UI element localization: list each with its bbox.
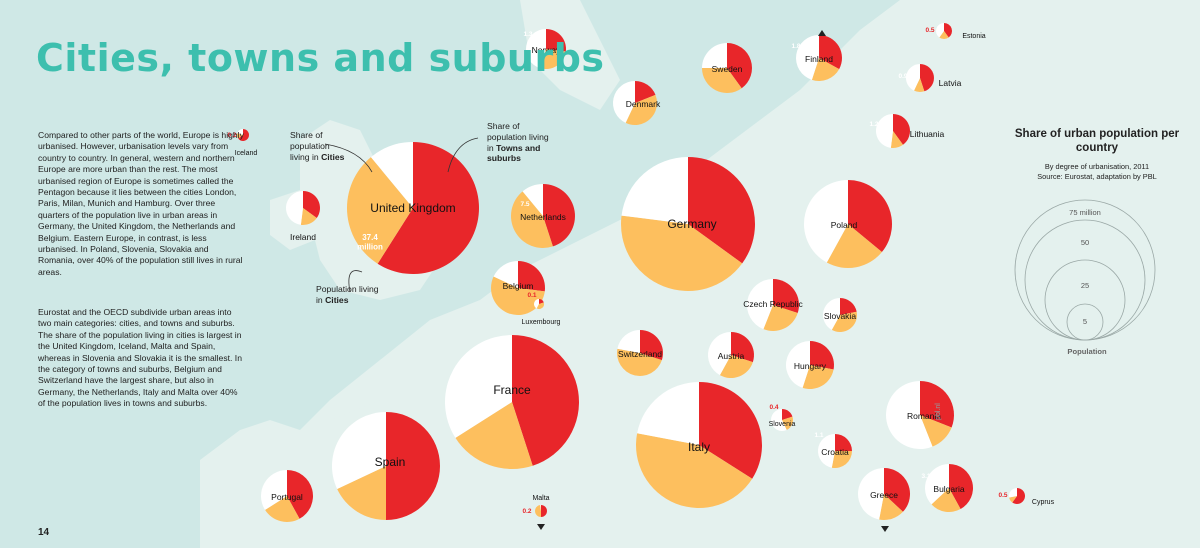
- value-label: 2.5: [718, 342, 727, 349]
- pie-united-kingdom: United Kingdom 37.4 million: [347, 142, 479, 274]
- annotation-population-cities: Population living in Cities: [316, 284, 382, 306]
- country-label: Belgium: [503, 281, 534, 291]
- value-label: 2.8: [795, 353, 804, 360]
- value-label: 0.9: [898, 73, 907, 80]
- value-label: 4.5: [273, 481, 282, 488]
- value-label: 1.1: [814, 432, 823, 439]
- pie-finland: Finland 1.8: [791, 35, 842, 81]
- pie-portugal: Portugal 4.5: [261, 470, 313, 522]
- value-label: 0.5: [925, 27, 934, 34]
- annotation-population-cities-bold: Cities: [325, 295, 348, 305]
- value-label: 0.1: [527, 292, 536, 299]
- country-label: Malta: [532, 495, 549, 502]
- country-label: Germany: [667, 217, 716, 231]
- annotation-cities-share-bold: Cities: [321, 152, 344, 162]
- pie-ireland: Ireland 1.6: [286, 191, 320, 242]
- country-label: Portugal: [271, 492, 303, 502]
- value-label: 1.2: [869, 121, 878, 128]
- annotation-towns-share-bold: Towns and suburbs: [487, 143, 540, 164]
- pie-switzerland: Switzerland 2.3: [617, 330, 663, 376]
- country-label: Poland: [831, 220, 858, 230]
- country-label: Hungary: [794, 361, 827, 371]
- country-label: Ireland: [290, 232, 316, 242]
- pie-poland: Poland13.6 million: [804, 180, 892, 268]
- country-label: Czech Republic: [743, 299, 803, 309]
- country-label: Finland: [805, 54, 833, 64]
- pie-romania: Romania 6.6: [886, 381, 954, 449]
- value-label: 1.2: [829, 303, 838, 310]
- legend-source: Source: Eurostat, adaptation by PBL: [1002, 172, 1192, 182]
- country-label: Lithuania: [910, 129, 945, 139]
- pie-germany: Germany28 million: [621, 157, 755, 291]
- page-number: 14: [38, 527, 49, 538]
- country-label: Slovakia: [824, 311, 856, 321]
- pie-netherlands: Netherlands 7.5: [511, 184, 575, 248]
- legend-subtitle: By degree of urbanisation, 2011 Source: …: [1002, 162, 1192, 182]
- country-label: Cyprus: [1032, 499, 1055, 506]
- legend-population-label: Population: [1052, 347, 1122, 356]
- value-label: 3.8: [707, 57, 716, 64]
- country-label: Switzerland: [618, 349, 662, 359]
- value-label: 1.0: [619, 87, 628, 94]
- value-label: 0.2: [522, 508, 531, 515]
- country-label: Sweden: [712, 64, 743, 74]
- country-label: United Kingdom: [370, 201, 455, 215]
- pie-italy: Italy20.2 million: [636, 382, 762, 508]
- intro-paragraph: Compared to other parts of the world, Eu…: [38, 130, 246, 278]
- pie-austria: Austria 2.5: [708, 332, 754, 378]
- country-label: Greece: [870, 490, 898, 500]
- legend-value-75: 75 million: [1069, 208, 1101, 217]
- country-label: Croatia: [821, 447, 849, 457]
- page-title: Cities, towns and suburbs: [36, 36, 605, 80]
- annotation-cities-share: Share of population living in Cities: [290, 130, 350, 162]
- pie-hungary: Hungary2.8: [786, 341, 834, 389]
- value-label: 3.2: [757, 291, 766, 298]
- country-label: France: [493, 383, 531, 397]
- legend-subtitle-line1: By degree of urbanisation, 2011: [1002, 162, 1192, 172]
- value-label: 3.1: [921, 473, 930, 480]
- country-label: Bulgaria: [933, 484, 964, 494]
- country-label: Denmark: [626, 99, 661, 109]
- legend-value-50: 50: [1081, 238, 1089, 247]
- legend-title: Share of urban population per country: [1012, 127, 1182, 155]
- country-label: Netherlands: [520, 212, 566, 222]
- value-label: 1.8: [791, 43, 800, 50]
- country-label: Slovenia: [769, 421, 796, 428]
- value-label: 2.9: [502, 271, 511, 278]
- country-label: Italy: [688, 440, 710, 454]
- country-label: Spain: [375, 455, 406, 469]
- value-label: 7.5: [520, 201, 529, 208]
- credit-mark: pbl.nl: [935, 403, 942, 420]
- country-label: Estonia: [962, 33, 985, 40]
- value-label: 0.5: [998, 492, 1007, 499]
- second-paragraph: Eurostat and the OECD subdivide urban ar…: [38, 307, 246, 410]
- legend-value-5: 5: [1083, 317, 1087, 326]
- annotation-towns-share: Share of population living in Towns and …: [487, 121, 553, 164]
- value-label: 4: [871, 481, 875, 488]
- pie-sweden: Sweden3.8: [702, 43, 752, 93]
- country-label: Luxembourg: [522, 319, 561, 326]
- pie-france: France 29.2 million: [445, 335, 579, 469]
- value-label: 0.4: [769, 404, 778, 411]
- second-text: Eurostat and the OECD subdivide urban ar…: [38, 307, 246, 410]
- pie-denmark: Denmark 1.0: [613, 81, 661, 125]
- value-label: 6.6: [900, 398, 909, 405]
- pie-greece: Greece 4: [858, 468, 910, 520]
- country-label: Austria: [718, 351, 745, 361]
- intro-text: Compared to other parts of the world, Eu…: [38, 130, 246, 278]
- country-label: Latvia: [939, 78, 962, 88]
- legend-value-25: 25: [1081, 281, 1089, 290]
- value-label: 1.6: [287, 201, 296, 208]
- value-label: 2.3: [626, 339, 635, 346]
